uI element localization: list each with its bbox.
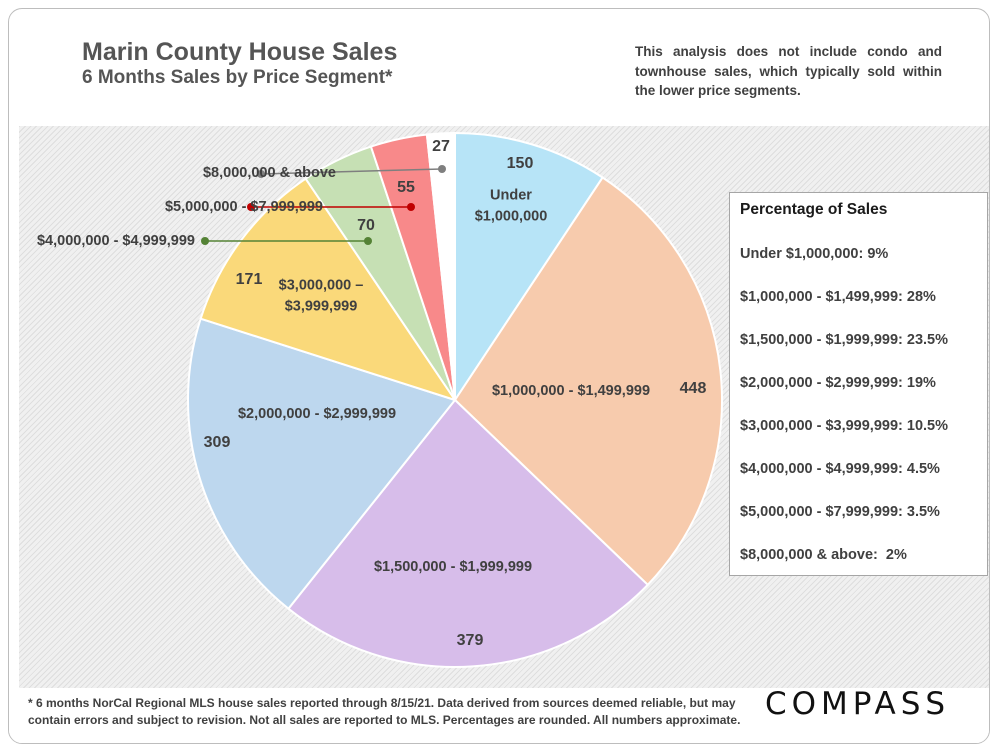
slice-value-label: 379 xyxy=(457,632,484,649)
pie-slice xyxy=(199,177,458,402)
callout-dot xyxy=(438,165,446,173)
compass-logo: COMPASS xyxy=(765,686,951,722)
pie-callouts xyxy=(201,165,446,245)
chart-title: Marin County House Sales xyxy=(82,38,398,66)
legend-item: $5,000,000 - $7,999,999: 3.5% xyxy=(740,504,940,520)
callout-dot xyxy=(201,237,209,245)
legend-item: $4,000,000 - $4,999,999: 4.5% xyxy=(740,461,940,477)
footer-band xyxy=(9,689,989,743)
slice-category-label: Under xyxy=(490,187,532,203)
slice-value-label: 171 xyxy=(236,271,263,288)
percentage-legend: Percentage of Sales Under $1,000,000: 9%… xyxy=(729,192,988,576)
slice-category-label: $3,999,999 xyxy=(285,298,358,314)
slice-category-label: $4,000,000 - $4,999,999 xyxy=(37,233,195,249)
slice-category-label: $1,500,000 - $1,999,999 xyxy=(374,559,532,575)
pie-slices xyxy=(187,131,723,668)
footnote: * 6 months NorCal Regional MLS house sal… xyxy=(28,696,741,727)
callout-dot xyxy=(247,203,255,211)
slice-value-label: 70 xyxy=(357,217,375,234)
callout-dot xyxy=(364,237,372,245)
analysis-note: This analysis does not include condo and… xyxy=(635,44,942,98)
slice-value-label: 55 xyxy=(397,179,415,196)
pie-slice xyxy=(454,131,604,404)
slice-value-label: 27 xyxy=(432,138,450,155)
slice-value-label: 309 xyxy=(204,434,231,451)
legend-item: $3,000,000 - $3,999,999: 10.5% xyxy=(740,418,948,434)
callout-dot xyxy=(407,203,415,211)
callout-line xyxy=(260,168,443,175)
slice-category-label: $8,000,000 & above xyxy=(203,165,336,181)
slice-category-label: $1,000,000 xyxy=(475,208,548,224)
legend-title: Percentage of Sales xyxy=(740,201,888,218)
slice-category-label: $1,000,000 - $1,499,999 xyxy=(492,383,650,399)
legend-item: $1,500,000 - $1,999,999: 23.5% xyxy=(740,332,948,348)
pie-slice xyxy=(187,317,457,611)
callout-dot xyxy=(257,170,265,178)
pie-slice xyxy=(425,131,456,401)
legend-item: Under $1,000,000: 9% xyxy=(740,246,889,262)
legend-item: $2,000,000 - $2,999,999: 19% xyxy=(740,375,936,391)
pie-slice xyxy=(287,398,650,668)
slice-value-label: 448 xyxy=(680,380,707,397)
slice-category-label: $3,000,000 – xyxy=(279,277,364,293)
slice-category-label: $5,000,000 - $7,999,999 xyxy=(165,199,323,215)
slice-category-label: $2,000,000 - $2,999,999 xyxy=(238,406,396,422)
slice-value-label: 150 xyxy=(507,155,534,172)
pie-labels: 150 Under $1,000,000 448 $1,000,000 - $1,499… xyxy=(37,138,706,649)
pie-slice xyxy=(453,176,723,587)
legend-item: $8,000,000 & above: 2% xyxy=(740,547,907,563)
legend-item: $1,000,000 - $1,499,999: 28% xyxy=(740,289,936,305)
chart-subtitle: 6 Months Sales by Price Segment* xyxy=(82,67,393,88)
